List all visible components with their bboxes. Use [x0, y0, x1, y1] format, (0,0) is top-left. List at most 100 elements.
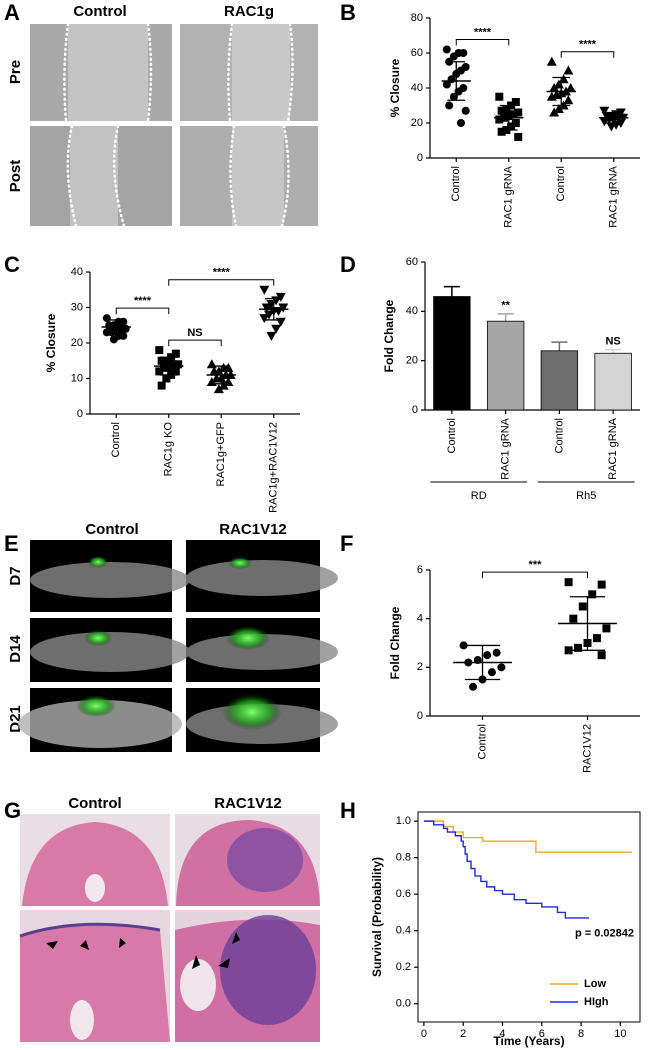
x-tick-label: RAC1V12: [581, 724, 593, 773]
data-point: [483, 651, 492, 660]
panel-letter: A: [4, 0, 20, 25]
data-point: [588, 590, 597, 599]
data-point: [442, 80, 451, 89]
data-point: [102, 328, 111, 337]
data-point: [592, 634, 601, 643]
significance-label: NS: [187, 327, 202, 339]
data-point: [487, 668, 496, 677]
data-point: [162, 356, 171, 365]
y-axis-label: Fold Change: [388, 606, 402, 679]
wound-edge: [227, 22, 294, 123]
wound-edge: [229, 124, 290, 228]
data-point: [597, 580, 606, 589]
data-point: [209, 366, 220, 376]
data-point: [511, 98, 520, 106]
y-axis-label: % Closure: [44, 313, 58, 372]
y-tick-label: 0.8: [396, 852, 411, 864]
data-point: [211, 373, 222, 383]
wound-edge: [66, 124, 126, 228]
wound-area: [70, 126, 118, 226]
y-tick-label: 0.6: [396, 888, 411, 900]
data-point: [278, 303, 289, 313]
data-point: [102, 314, 111, 323]
data-point: [495, 115, 504, 124]
data-point: [456, 119, 465, 127]
data-point: [602, 624, 611, 633]
fish-body: [30, 562, 190, 598]
x-tick-label: RAC1g KO: [163, 422, 175, 477]
data-point: [275, 292, 286, 302]
bar-label: NS: [605, 335, 620, 347]
tumor-signal: [228, 557, 252, 569]
significance-label: ****: [213, 267, 231, 279]
data-point: [160, 363, 169, 372]
tumor-signal: [226, 626, 270, 650]
data-point: [461, 106, 470, 115]
tumor-signal: [88, 556, 108, 568]
y-tick-label: 60: [411, 47, 423, 59]
panel-letter: F: [340, 531, 353, 556]
legend-label: HIgh: [584, 996, 609, 1008]
tissue: [180, 959, 216, 1011]
significance-bracket: [168, 339, 222, 347]
significance-bracket: [115, 307, 170, 315]
bar: [486, 320, 525, 411]
data-point: [264, 310, 275, 320]
data-point: [157, 381, 166, 390]
x-tick-label: Control: [476, 724, 488, 759]
group-label: RD: [471, 490, 487, 502]
y-tick-label: 1.0: [396, 815, 411, 827]
bar: [540, 350, 579, 411]
tissue: [22, 822, 168, 906]
x-tick-label: Control: [555, 166, 567, 201]
data-point: [553, 104, 564, 113]
y-tick-label: 40: [411, 82, 423, 94]
data-point: [599, 117, 610, 127]
data-point: [597, 651, 606, 660]
micrograph-group: [30, 22, 318, 228]
data-point: [174, 360, 183, 369]
survival-curve: [423, 820, 589, 919]
y-tick-label: 20: [71, 337, 83, 349]
data-point: [564, 646, 573, 655]
wound-edge: [63, 22, 153, 123]
y-tick-label: 10: [71, 372, 83, 384]
bar-label: **: [501, 300, 510, 312]
data-point: [497, 106, 506, 115]
survival-curve: [423, 820, 633, 853]
tumor-tissue: [227, 828, 303, 892]
fish-body: [186, 634, 338, 670]
data-point: [169, 360, 178, 369]
annotation: p = 0.02842: [575, 928, 634, 940]
y-tick-label: 0: [77, 408, 83, 420]
data-point: [266, 331, 277, 341]
y-tick-label: 0: [412, 404, 418, 416]
panel-letter: D: [340, 252, 356, 277]
significance-label: ****: [134, 295, 152, 307]
column-label: RAC1V12: [214, 795, 282, 812]
data-point: [514, 108, 523, 117]
x-tick-label: RAC1g+GFP: [215, 422, 227, 487]
data-point: [574, 643, 583, 652]
data-point: [563, 95, 574, 105]
data-point: [497, 127, 506, 136]
data-point: [492, 648, 501, 657]
significance-label: ****: [474, 26, 492, 38]
fluorescence-images: [18, 540, 338, 752]
tissue: [20, 924, 170, 1042]
data-point: [155, 367, 164, 376]
y-tick-label: 40: [406, 305, 418, 317]
row-label: Pre: [7, 60, 24, 84]
data-point: [578, 602, 587, 611]
column-label: Control: [68, 795, 121, 812]
data-point: [459, 641, 468, 650]
data-point: [162, 374, 171, 383]
y-tick-label: 0: [417, 710, 423, 722]
fish-body: [186, 560, 338, 596]
data-point: [546, 91, 557, 101]
x-axis-label: Time (Years): [493, 1034, 564, 1048]
row-label: Post: [7, 160, 24, 193]
data-point: [109, 335, 118, 344]
y-tick-label: 40: [71, 266, 83, 278]
